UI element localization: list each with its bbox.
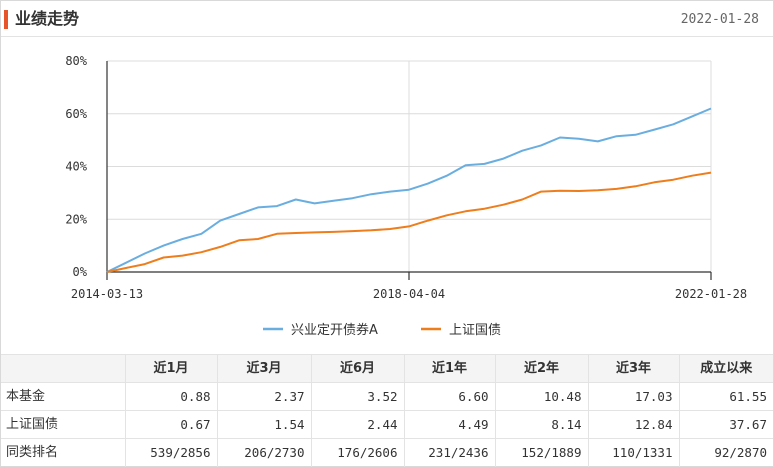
- y-tick-label: 20%: [65, 212, 87, 226]
- table-cell: 4.49: [403, 410, 495, 439]
- table-cell: 12.84: [587, 410, 679, 439]
- performance-table: 近1月 近3月 近6月 近1年 近2年 近3年 成立以来 本基金 0.88 2.…: [1, 354, 773, 467]
- header-accent-bar: [4, 10, 8, 29]
- table-cell: 206/2730: [216, 438, 311, 467]
- table-header-cell: 近3月: [216, 354, 311, 383]
- row-label: 本基金: [1, 382, 125, 411]
- x-tick-labels: 2014-03-13 2018-04-04 2022-01-28: [71, 287, 747, 301]
- table-cell: 8.14: [494, 410, 588, 439]
- y-tick-label: 60%: [65, 107, 87, 121]
- table-cell: 3.52: [310, 382, 404, 411]
- series-line-index: [106, 171, 712, 273]
- table-cell: 0.67: [124, 410, 217, 439]
- y-tick-label: 80%: [65, 54, 87, 68]
- series-line-fund: [106, 107, 712, 273]
- header-date: 2022-01-28: [680, 12, 759, 27]
- legend-label: 兴业定开债券A: [291, 322, 378, 338]
- chart-legend: 兴业定开债券A 上证国债: [263, 322, 501, 338]
- table-cell: 6.60: [403, 382, 495, 411]
- table-cell: 61.55: [678, 382, 773, 411]
- table-row: 本基金 0.88 2.37 3.52 6.60 10.48 17.03 61.5…: [1, 382, 773, 411]
- axes: [106, 61, 712, 280]
- row-label: 同类排名: [1, 438, 125, 467]
- table-header-row: 近1月 近3月 近6月 近1年 近2年 近3年 成立以来: [1, 354, 773, 383]
- panel-title: 业绩走势: [15, 9, 80, 28]
- legend-label: 上证国债: [449, 323, 501, 338]
- table-cell: 10.48: [494, 382, 588, 411]
- table-header-cell: 近1月: [124, 354, 217, 383]
- table-cell: 2.37: [216, 382, 311, 411]
- series-lines: [106, 107, 712, 273]
- table-cell: 231/2436: [403, 438, 495, 467]
- table-header-cell: 成立以来: [678, 354, 773, 383]
- table-cell: 539/2856: [124, 438, 217, 467]
- table-cell: 152/1889: [494, 438, 588, 467]
- y-tick-labels: 0% 20% 40% 60% 80%: [65, 54, 87, 279]
- x-tick-label: 2014-03-13: [71, 287, 143, 301]
- table-cell: 2.44: [310, 410, 404, 439]
- x-tick-label: 2018-04-04: [373, 287, 445, 301]
- table-cell: 92/2870: [678, 438, 773, 467]
- table-row: 上证国债 0.67 1.54 2.44 4.49 8.14 12.84 37.6…: [1, 410, 773, 439]
- table-cell: 1.54: [216, 410, 311, 439]
- table-row: 同类排名 539/2856 206/2730 176/2606 231/2436…: [1, 438, 773, 467]
- x-tick-label: 2022-01-28: [675, 287, 747, 301]
- table-cell: 110/1331: [587, 438, 679, 467]
- table-header-cell: [1, 354, 125, 383]
- table-cell: 176/2606: [310, 438, 404, 467]
- gridlines: [106, 60, 712, 272]
- y-tick-label: 40%: [65, 160, 87, 174]
- table-header-cell: 近1年: [403, 354, 495, 383]
- table-header-cell: 近2年: [494, 354, 588, 383]
- table-cell: 17.03: [587, 382, 679, 411]
- table-header-cell: 近3年: [587, 354, 679, 383]
- table-cell: 37.67: [678, 410, 773, 439]
- panel-header: 业绩走势 2022-01-28: [1, 1, 773, 37]
- table-cell: 0.88: [124, 382, 217, 411]
- y-tick-label: 0%: [73, 265, 88, 279]
- table-header-cell: 近6月: [310, 354, 404, 383]
- row-label: 上证国债: [1, 410, 125, 439]
- performance-line-chart: 0% 20% 40% 60% 80% 2014-03-13 2018-04-04 2022-…: [65, 54, 747, 338]
